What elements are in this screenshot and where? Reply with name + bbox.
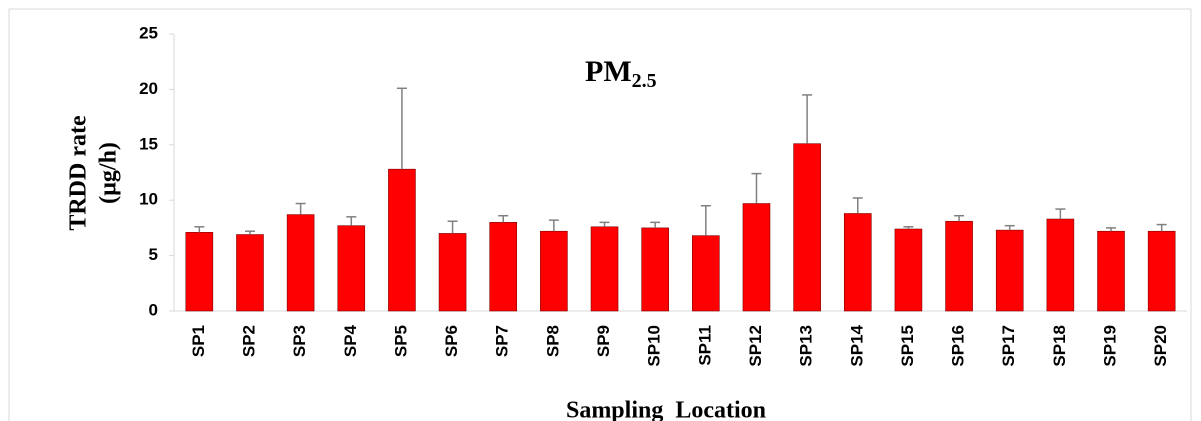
error-bar: [1156, 223, 1167, 232]
bar: [692, 235, 720, 312]
bar: [843, 213, 872, 312]
bar: [540, 230, 568, 312]
x-tick-label: SP4: [341, 324, 360, 357]
error-bar: [346, 216, 357, 226]
bar: [995, 229, 1024, 312]
error-bar: [498, 214, 509, 223]
y-axis-label: TRDD rate: [66, 115, 92, 231]
x-tick-label: SP6: [442, 325, 461, 357]
bar: [438, 233, 467, 312]
bar: [641, 227, 669, 312]
x-tick-label: SP14: [847, 324, 866, 366]
x-tick-label: SP18: [1050, 325, 1069, 367]
chart-border: [8, 8, 1192, 421]
y-tick-label: 10: [139, 190, 158, 209]
bar: [742, 203, 771, 312]
error-bar: [396, 87, 407, 170]
bar: [286, 214, 315, 312]
x-tick-label: SP9: [594, 325, 613, 357]
error-bar: [548, 219, 559, 232]
bar: [590, 226, 619, 312]
error-bar: [447, 220, 458, 234]
x-tick-label: SP7: [493, 325, 512, 357]
error-bar: [599, 221, 610, 227]
chart-title: PM2.5: [585, 55, 657, 92]
x-tick-label: SP10: [645, 325, 664, 367]
y-tick-label: 25: [139, 23, 158, 42]
bar: [1147, 230, 1176, 312]
x-tick-label: SP3: [290, 325, 309, 357]
y-tick-label: 15: [139, 134, 158, 153]
error-bar: [1055, 208, 1066, 220]
x-tick-label: SP12: [746, 325, 765, 367]
error-bar: [700, 204, 711, 236]
bar: [388, 168, 416, 312]
x-tick-label: SP13: [797, 325, 816, 367]
bar: [337, 225, 366, 312]
x-tick-label: SP5: [391, 325, 410, 357]
error-bar: [1004, 224, 1015, 231]
y-tick-label: 5: [149, 245, 158, 264]
x-axis-label: Sampling Location: [566, 398, 766, 421]
error-bar: [244, 230, 255, 235]
bar: [945, 220, 973, 312]
bar: [489, 222, 518, 312]
x-tick-label: SP19: [1101, 325, 1120, 367]
error-bar: [954, 214, 965, 222]
x-tick-label: SP15: [898, 325, 917, 367]
error-bar: [852, 197, 863, 214]
error-bar: [1106, 227, 1117, 232]
bar: [236, 234, 264, 312]
error-bar: [194, 226, 205, 233]
error-bar: [751, 172, 762, 204]
x-tick-label: SP20: [1151, 325, 1170, 367]
bar: [1046, 218, 1075, 312]
x-tick-label: SP17: [999, 325, 1018, 367]
x-tick-label: SP8: [543, 325, 562, 357]
bar: [894, 228, 923, 312]
y-tick-label: 0: [149, 300, 158, 319]
x-tick-label: SP16: [949, 325, 968, 367]
error-bar: [903, 226, 914, 230]
bar: [185, 232, 214, 312]
bar: [1097, 230, 1125, 312]
x-tick-label: SP11: [695, 325, 714, 366]
bar: [793, 143, 821, 312]
x-tick-label: SP2: [239, 325, 258, 357]
y-axis-label: (µg/h): [96, 142, 122, 204]
error-bar: [802, 94, 813, 144]
y-tick-label: 20: [139, 79, 158, 98]
x-tick-label: SP1: [189, 325, 208, 357]
error-bar: [650, 221, 661, 228]
error-bar: [295, 202, 306, 215]
